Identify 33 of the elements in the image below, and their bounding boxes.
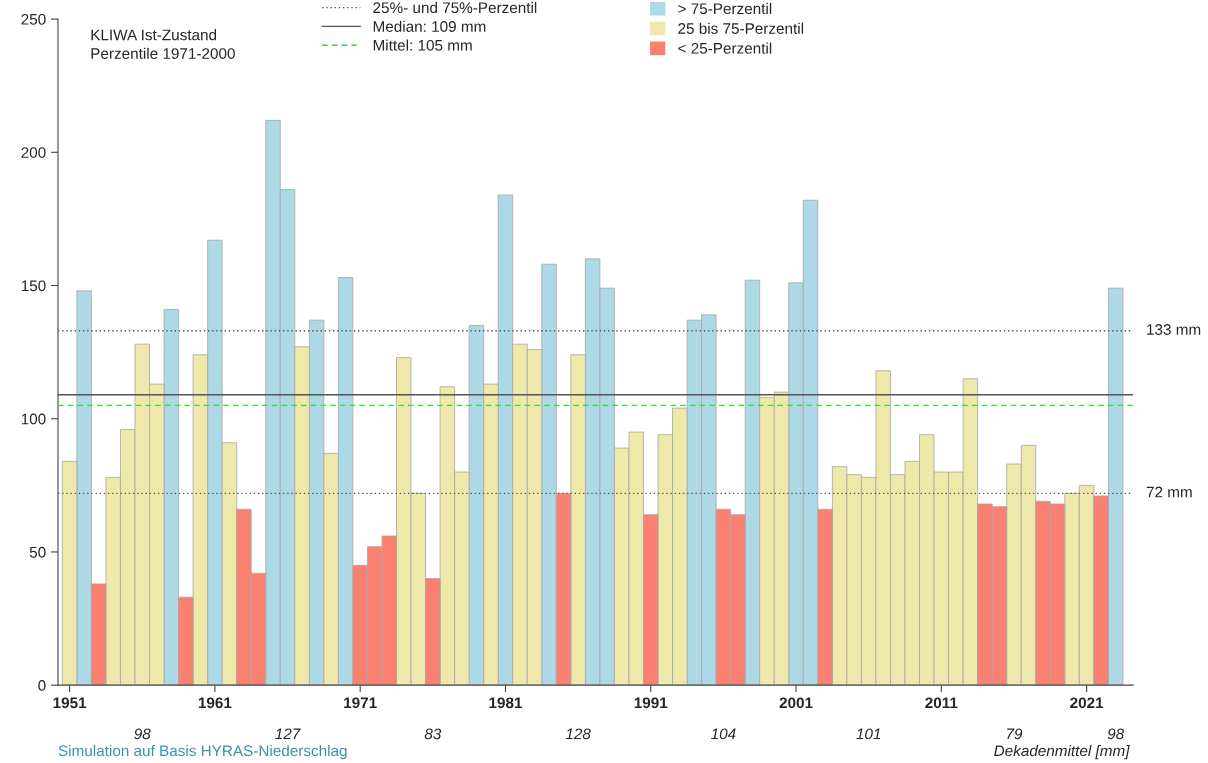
text: Simulation auf Basis HYRAS-Niederschlag: [58, 744, 347, 760]
text: 98: [1107, 728, 1125, 740]
text: 128: [565, 728, 591, 740]
annotation: KLIWA Ist-Zustand Perzentile 1971-2000: [91, 29, 235, 59]
y-tick-label: 250: [21, 13, 46, 25]
text: 25%- und 75%-Perzentil: [373, 1, 537, 14]
x-tick-label: 1991: [634, 697, 668, 709]
x-tick-label: 2011: [925, 697, 958, 709]
text: 104: [711, 728, 736, 740]
x-tick-label: 2021: [1070, 697, 1104, 709]
text: 83: [424, 728, 442, 740]
x-tick-label: 1981: [489, 697, 523, 709]
x-tick-label: 1961: [198, 697, 232, 709]
y-tick-label: 50: [29, 546, 46, 558]
x-tick-label: 1951: [53, 697, 87, 709]
ref-line-label: 133 mm: [1147, 324, 1201, 335]
y-tick-label: 150: [21, 280, 46, 292]
text: 98: [134, 728, 151, 740]
x-tick-label: 2001: [779, 697, 813, 709]
legend-label: 25 bis 75-Perzentil: [678, 22, 804, 34]
text: Dekadenmittel [mm]: [994, 744, 1130, 760]
y-tick-label: 200: [21, 147, 46, 158]
text: 127: [275, 728, 301, 740]
legend-label: > 75-Perzentil: [678, 2, 772, 15]
x-tick-label: 1971: [344, 697, 377, 709]
legend-label: Median: 109 mm: [373, 20, 486, 32]
y-tick-label: 100: [21, 413, 46, 425]
text: 101: [856, 728, 881, 740]
legend-label: < 25-Perzentil: [678, 42, 772, 54]
ref-line-label: 72 mm: [1146, 486, 1192, 498]
legend-label: Mittel: 105 mm: [373, 39, 472, 51]
text: 79: [1007, 728, 1023, 740]
y-tick-label: 0: [38, 680, 46, 691]
